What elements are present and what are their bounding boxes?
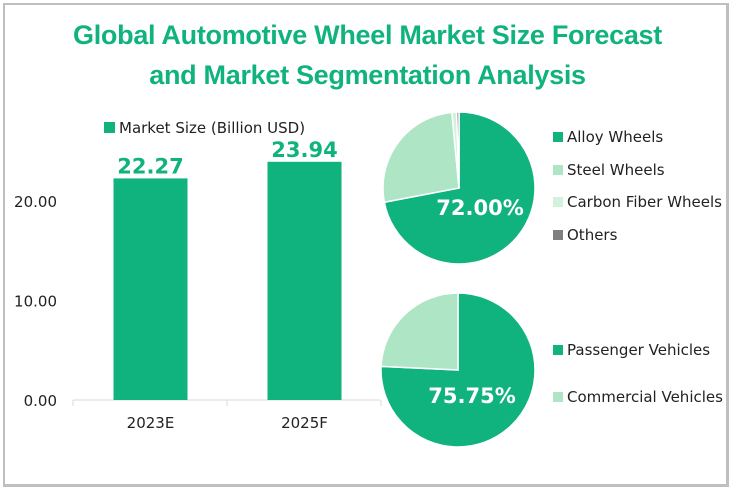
legend-swatch xyxy=(553,230,563,240)
bar-2023e xyxy=(113,178,188,400)
vehicle-type-pie: 75.75% xyxy=(380,292,536,448)
bar-data-label: 23.94 xyxy=(271,138,337,162)
x-tick-label: 2023E xyxy=(127,414,175,432)
legend-label-carbon-fiber-wheels: Carbon Fiber Wheels xyxy=(567,193,722,211)
pie-data-label: 75.75% xyxy=(428,384,515,408)
bar-legend-swatch xyxy=(104,122,115,133)
bar-legend-label: Market Size (Billion USD) xyxy=(119,119,305,137)
legend-label-steel-wheels: Steel Wheels xyxy=(567,161,665,179)
legend-label-commercial-vehicles: Commercial Vehicles xyxy=(567,388,723,406)
bar-chart: Market Size (Billion USD) 0.00 10.00 20.00… xyxy=(14,119,382,432)
legend-label-others: Others xyxy=(567,226,618,244)
legend-swatch xyxy=(553,165,563,175)
y-tick-label: 20.00 xyxy=(14,193,57,211)
x-tick-label: 2025F xyxy=(281,414,328,432)
legend-label-passenger-vehicles: Passenger Vehicles xyxy=(567,341,710,359)
wheel-type-pie: 72.00% xyxy=(382,111,536,265)
pie-slice-commercial-vehicles xyxy=(380,292,459,371)
wheel-type-legend: Alloy Wheels Steel Wheels Carbon Fiber Whe… xyxy=(553,128,722,244)
bar-2025f xyxy=(267,161,342,400)
legend-swatch xyxy=(553,345,563,355)
legend-swatch xyxy=(553,132,563,142)
y-tick-label: 0.00 xyxy=(24,392,57,410)
legend-swatch xyxy=(553,197,563,207)
bar-data-label: 22.27 xyxy=(117,154,183,178)
y-axis-ticks: 0.00 10.00 20.00 xyxy=(14,193,57,410)
pie-slice-others xyxy=(455,111,460,189)
chart-title-line-1: Global Automotive Wheel Market Size Fore… xyxy=(73,20,662,50)
legend-label-alloy-wheels: Alloy Wheels xyxy=(567,128,663,146)
legend-swatch xyxy=(553,392,563,402)
pie-data-label: 72.00% xyxy=(436,196,523,220)
y-tick-label: 10.00 xyxy=(14,293,57,311)
vehicle-type-legend: Passenger Vehicles Commercial Vehicles xyxy=(553,341,723,406)
pie-slice-steel-wheels xyxy=(382,111,460,204)
bars: 22.27 2023E 23.94 2025F xyxy=(72,138,382,432)
chart-title-line-2: and Market Segmentation Analysis xyxy=(149,60,586,90)
